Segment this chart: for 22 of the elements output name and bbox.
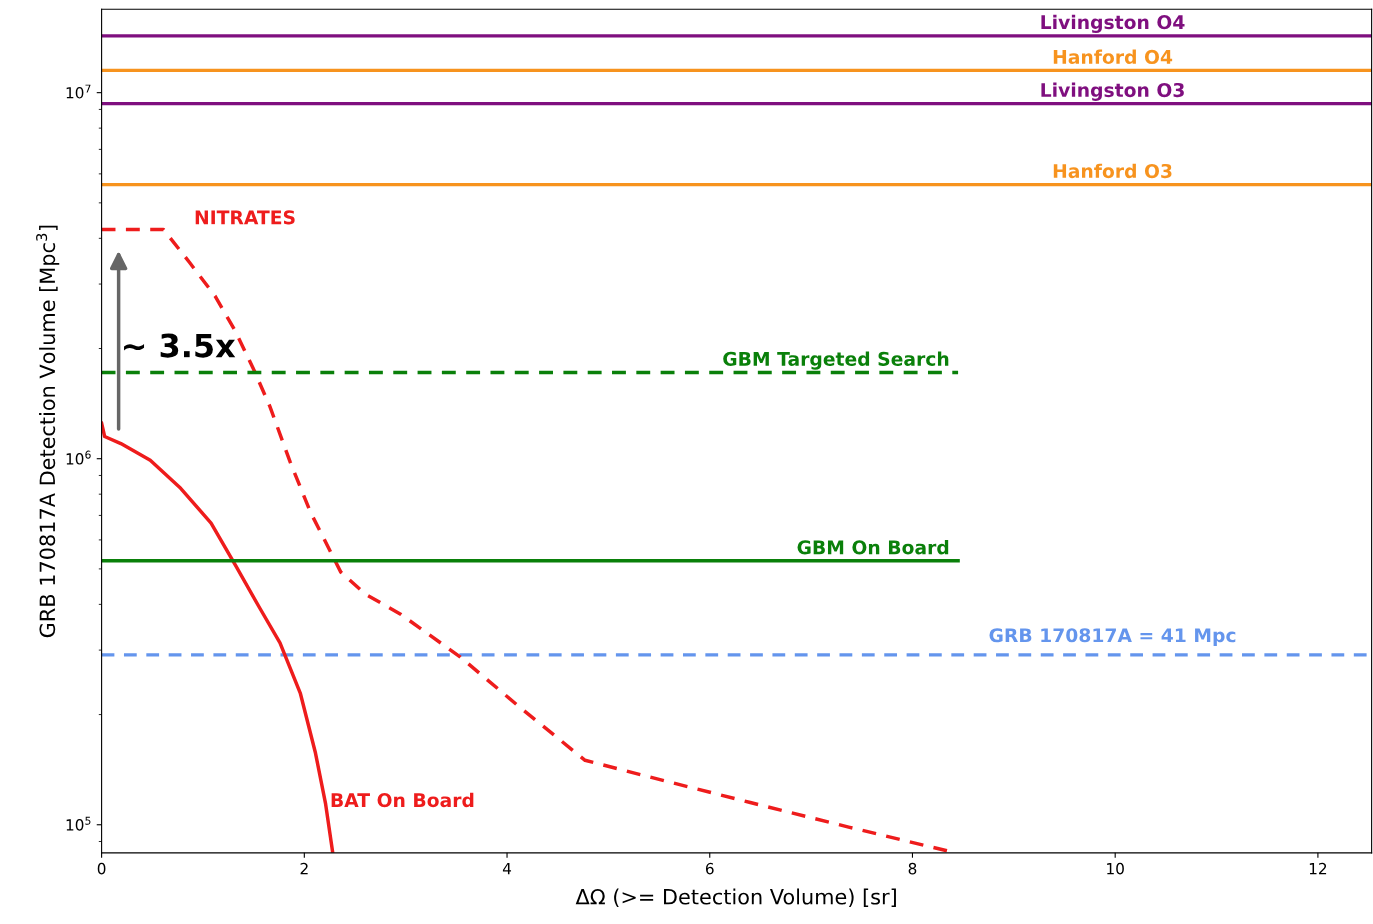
ref-line-label: Hanford O3	[1053, 163, 1172, 179]
series-label: GBM On Board	[797, 539, 949, 555]
series-label: NITRATES	[195, 210, 295, 225]
y-tick-label: 10$^{6}$	[66, 450, 91, 465]
x-axis-title: ΔΩ (>= Detection Volume) [sr]	[575, 888, 896, 908]
x-tick-label: 10	[1107, 862, 1124, 875]
annotation: ~ 3.5x	[124, 333, 236, 358]
ref-line-label: Hanford O4	[1053, 49, 1173, 65]
ref-line-label: Livingston O4	[1041, 14, 1185, 34]
y-axis-title: GRB 170817A Detection Volume [Mpc$^{3}$]	[36, 225, 60, 638]
x-tick-label: 0	[97, 862, 106, 875]
x-tick-label: 4	[502, 863, 512, 875]
x-tick-label: 8	[908, 862, 917, 875]
x-tick-label: 12	[1309, 862, 1327, 875]
ref-line-label: Livingston O3	[1041, 82, 1184, 101]
y-tick-label: 10$^{5}$	[66, 816, 91, 831]
x-tick-label: 2	[300, 862, 308, 875]
series-label: GBM Targeted Search	[723, 351, 949, 370]
y-tick-label: 10$^{7}$	[66, 84, 91, 99]
series-label: BAT On Board	[331, 792, 474, 808]
annotation: GRB 170817A = 41 Mpc	[989, 628, 1236, 646]
x-tick-label: 6	[705, 862, 714, 875]
